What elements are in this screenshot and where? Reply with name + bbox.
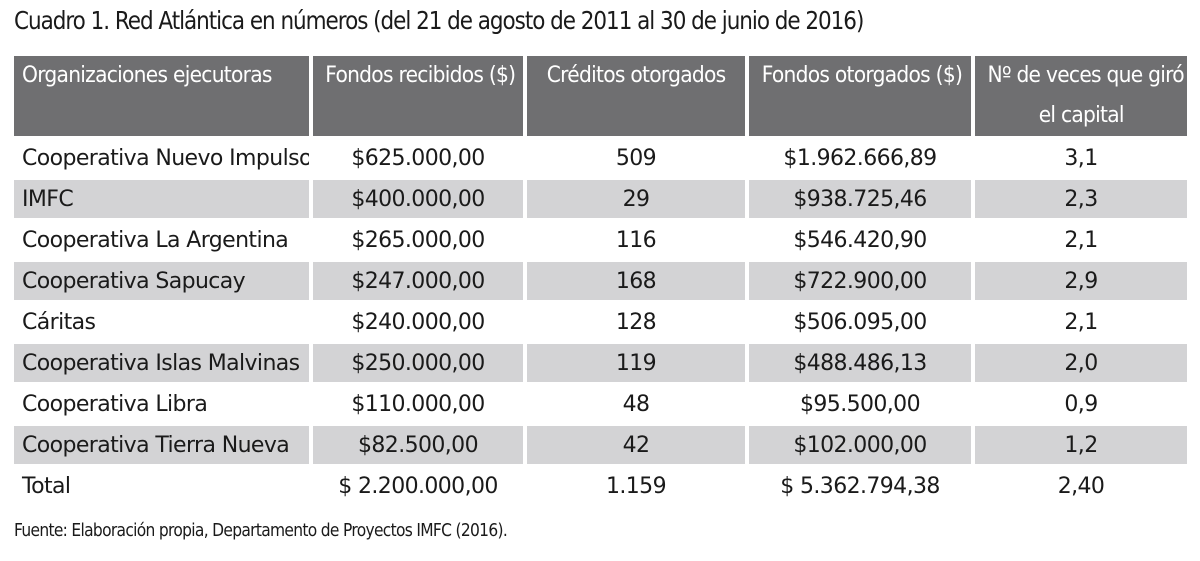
- cell-organizacion: Cooperativa Nuevo Impulso: [22, 145, 309, 171]
- cell-fondos-otorgados: $95.500,00: [800, 391, 921, 417]
- cell-fondos-otorgados: $506.095,00: [793, 309, 927, 335]
- table-row: Cooperativa La Argentina $265.000,00 116…: [14, 221, 1187, 259]
- cell-creditos: 119: [527, 344, 745, 382]
- table-row: Cooperativa Islas Malvinas $250.000,00 1…: [14, 344, 1187, 382]
- cell-organizacion: IMFC: [14, 180, 309, 218]
- cell-fondos-otorgados: $1.962.666,89: [783, 145, 937, 171]
- cell-organizacion: Cooperativa Islas Malvinas: [14, 344, 309, 382]
- cell-fondos-otorgados: $488.486,13: [749, 344, 971, 382]
- data-table: Organizaciones ejecutoras Fondos recibid…: [10, 53, 1191, 508]
- cell-fondos-otorgados: $102.000,00: [749, 426, 971, 464]
- table-row: IMFC $400.000,00 29 $938.725,46 2,3: [14, 180, 1187, 218]
- header-fondos-otorgados: Fondos otorgados ($): [749, 56, 971, 136]
- cell-creditos: 509: [615, 145, 657, 171]
- cell-organizacion: Cooperativa Sapucay: [14, 262, 309, 300]
- cell-fondos-recibidos: $250.000,00: [313, 344, 523, 382]
- cell-creditos: 128: [615, 309, 657, 335]
- cell-creditos: 116: [615, 227, 657, 253]
- cell-veces: 0,9: [1064, 391, 1098, 417]
- cell-fondos-recibidos: $265.000,00: [351, 227, 485, 253]
- table-row: Cooperativa Tierra Nueva $82.500,00 42 $…: [14, 426, 1187, 464]
- cell-total-fondos-recibidos: $ 2.200.000,00: [338, 473, 498, 499]
- cell-creditos: 29: [527, 180, 745, 218]
- cell-creditos: 168: [527, 262, 745, 300]
- cell-total-veces: 2,40: [1057, 473, 1105, 499]
- cell-veces: 2,1: [1064, 309, 1098, 335]
- table-row: Cáritas $240.000,00 128 $506.095,00 2,1: [14, 303, 1187, 341]
- cell-organizacion: Cooperativa La Argentina: [22, 227, 289, 253]
- cell-fondos-recibidos: $625.000,00: [351, 145, 485, 171]
- cell-veces: 3,1: [1064, 145, 1098, 171]
- cell-organizacion: Cáritas: [22, 309, 96, 335]
- cell-fondos-recibidos: $240.000,00: [351, 309, 485, 335]
- cell-total-creditos: 1.159: [606, 473, 667, 499]
- cell-fondos-otorgados: $546.420,90: [793, 227, 927, 253]
- cell-veces: 1,2: [975, 426, 1187, 464]
- cell-creditos: 48: [622, 391, 650, 417]
- cell-fondos-recibidos: $400.000,00: [313, 180, 523, 218]
- cell-veces: 2,1: [1064, 227, 1098, 253]
- cell-fondos-otorgados: $722.900,00: [749, 262, 971, 300]
- table-row: Cooperativa Libra $110.000,00 48 $95.500…: [14, 385, 1187, 423]
- cell-veces: 2,9: [975, 262, 1187, 300]
- total-row: Total $ 2.200.000,00 1.159 $ 5.362.794,3…: [14, 467, 1187, 505]
- header-veces-giro: Nº de veces que giró el capital: [975, 56, 1187, 136]
- cell-total-label: Total: [22, 473, 71, 499]
- cell-veces: 2,3: [975, 180, 1187, 218]
- table-row: Cooperativa Sapucay $247.000,00 168 $722…: [14, 262, 1187, 300]
- cell-fondos-recibidos: $110.000,00: [351, 391, 485, 417]
- cell-fondos-otorgados: $938.725,46: [749, 180, 971, 218]
- cell-veces: 2,0: [975, 344, 1187, 382]
- header-organizaciones: Organizaciones ejecutoras: [14, 56, 309, 136]
- cell-fondos-recibidos: $82.500,00: [313, 426, 523, 464]
- cell-creditos: 42: [527, 426, 745, 464]
- cell-total-fondos-otorgados: $ 5.362.794,38: [780, 473, 940, 499]
- header-fondos-recibidos: Fondos recibidos ($): [313, 56, 523, 136]
- table-caption: Cuadro 1. Red Atlántica en números (del …: [14, 6, 864, 35]
- cell-organizacion: Cooperativa Tierra Nueva: [14, 426, 309, 464]
- table-row: Cooperativa Nuevo Impulso $625.000,00 50…: [14, 139, 1187, 177]
- header-creditos-otorgados: Créditos otorgados: [527, 56, 745, 136]
- cell-organizacion: Cooperativa Libra: [22, 391, 208, 417]
- source-note: Fuente: Elaboración propia, Departamento…: [14, 520, 508, 541]
- header-row: Organizaciones ejecutoras Fondos recibid…: [14, 56, 1187, 136]
- cell-fondos-recibidos: $247.000,00: [313, 262, 523, 300]
